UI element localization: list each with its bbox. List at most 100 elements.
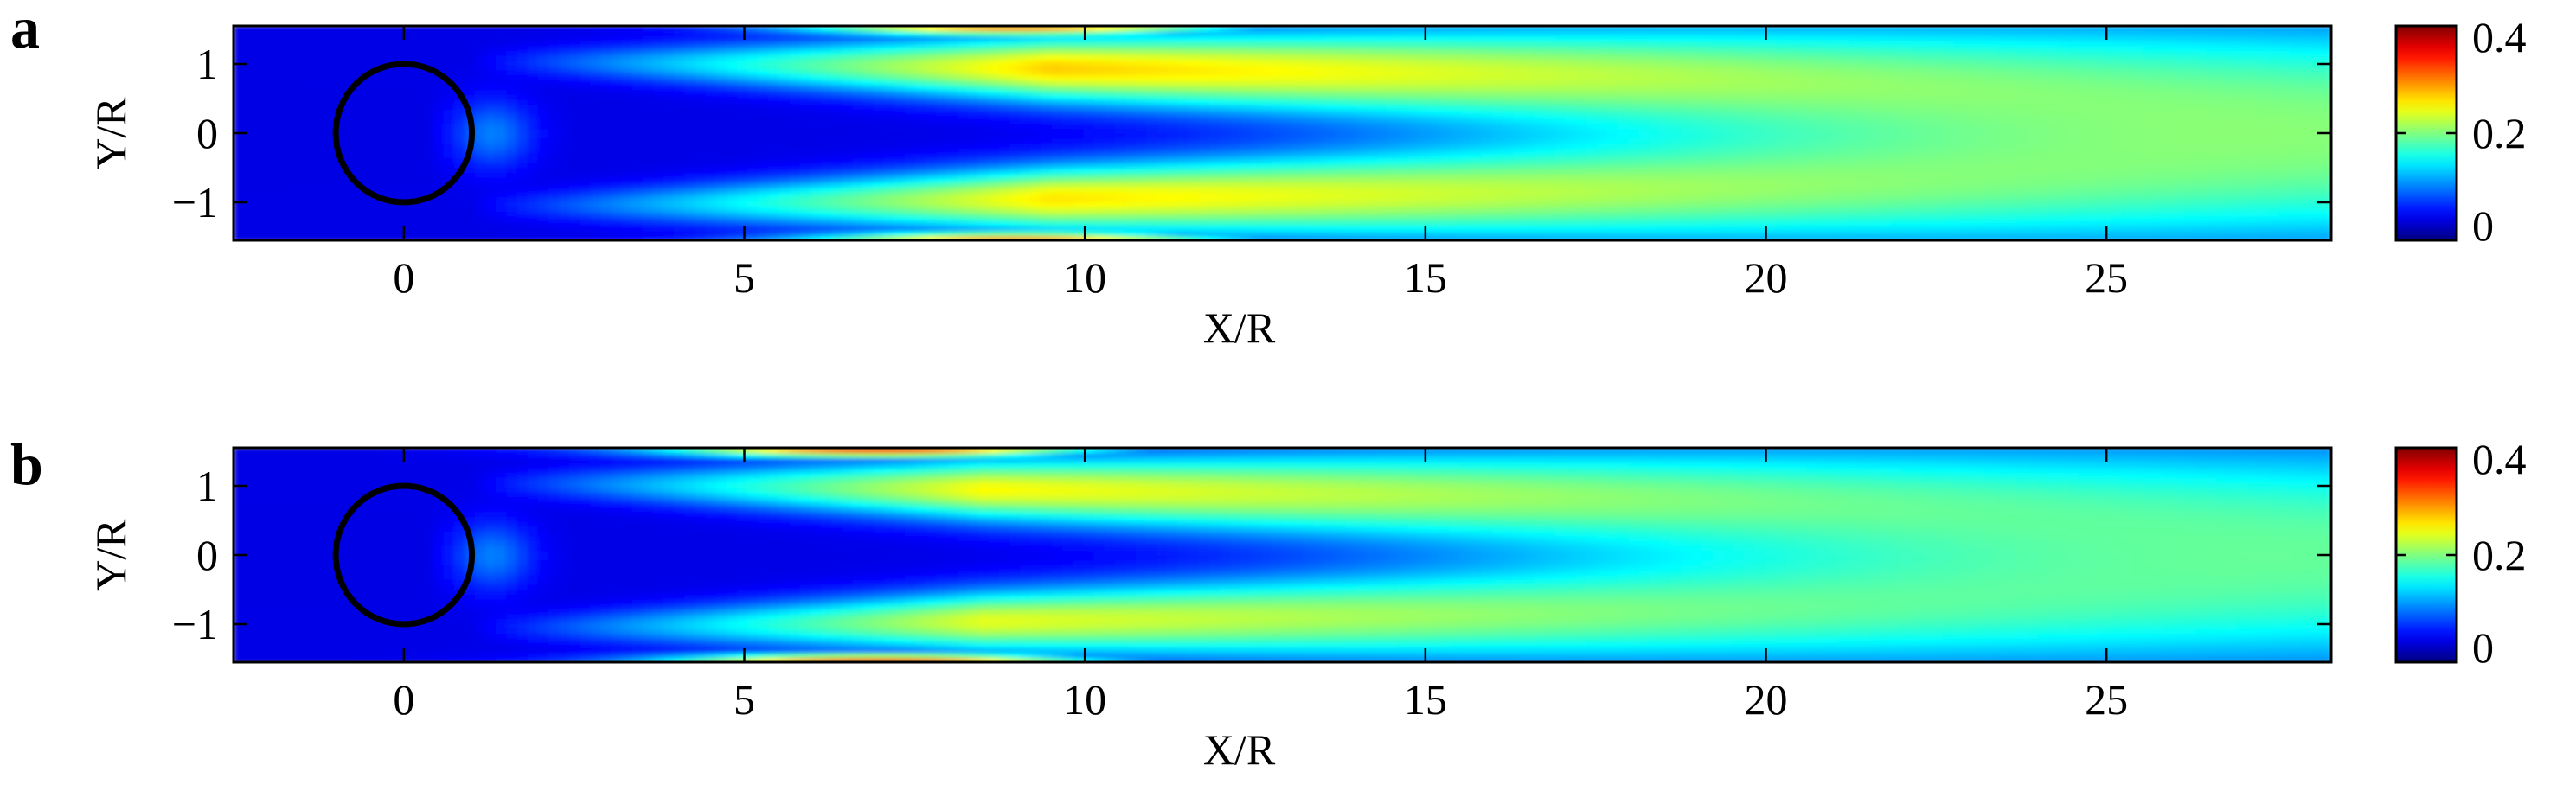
heatmap-cell — [883, 157, 895, 163]
heatmap-cell — [957, 69, 969, 76]
heatmap-cell — [1335, 74, 1347, 80]
heatmap-cell — [349, 147, 361, 154]
heatmap-cell — [401, 108, 413, 115]
heatmap-cell — [244, 143, 256, 149]
heatmap-cell — [569, 211, 580, 217]
heatmap-cell — [349, 54, 361, 61]
heatmap-cell — [674, 230, 686, 237]
heatmap-cell — [1345, 74, 1357, 80]
heatmap-cell — [485, 54, 497, 61]
heatmap-cell — [747, 196, 759, 202]
heatmap-cell — [558, 191, 570, 198]
heatmap-cell — [1030, 93, 1042, 100]
heatmap-cell — [527, 65, 539, 71]
heatmap-cell — [695, 196, 707, 202]
heatmap-cell — [642, 211, 654, 217]
heatmap-cell — [496, 176, 508, 183]
heatmap-cell — [1313, 220, 1325, 226]
heatmap-cell — [957, 80, 969, 86]
heatmap-cell — [926, 69, 938, 76]
heatmap-cell — [516, 206, 529, 212]
heatmap-cell — [1083, 128, 1095, 134]
heatmap-cell — [317, 26, 329, 32]
heatmap-cell — [328, 172, 340, 178]
heatmap-cell — [1093, 50, 1105, 56]
heatmap-cell — [1125, 108, 1137, 115]
heatmap-cell — [1324, 108, 1336, 115]
heatmap-cell — [569, 128, 580, 134]
heatmap-cell — [810, 215, 822, 222]
heatmap-cell — [328, 30, 340, 37]
heatmap-cell — [957, 157, 969, 163]
heatmap-cell — [600, 84, 612, 91]
heatmap-cell — [412, 220, 424, 226]
heatmap-cell — [412, 80, 424, 86]
heatmap-cell — [1198, 93, 1210, 100]
heatmap-cell — [905, 89, 916, 95]
heatmap-cell — [873, 74, 885, 80]
heatmap-cell — [1177, 137, 1189, 144]
heatmap-cell — [1335, 206, 1347, 212]
heatmap-cell — [558, 123, 570, 130]
heatmap-cell — [1083, 191, 1095, 198]
heatmap-cell — [915, 182, 927, 188]
heatmap-cell — [653, 133, 664, 139]
heatmap-cell — [412, 187, 424, 193]
heatmap-cell — [401, 226, 413, 232]
heatmap-cell — [349, 40, 361, 47]
heatmap-cell — [1376, 201, 1388, 207]
heatmap-cell — [1198, 123, 1210, 130]
heatmap-cell — [799, 80, 811, 86]
heatmap-cell — [1135, 54, 1147, 61]
heatmap-cell — [537, 162, 549, 169]
heatmap-cell — [1114, 211, 1126, 217]
heatmap-cell — [569, 152, 580, 158]
heatmap-cell — [1229, 80, 1241, 86]
heatmap-cell — [758, 104, 770, 110]
heatmap-cell — [275, 162, 287, 169]
heatmap-cell — [821, 206, 832, 212]
heatmap-cell — [894, 50, 906, 56]
heatmap-cell — [1292, 128, 1304, 134]
heatmap-cell — [1376, 137, 1388, 144]
heatmap-cell — [1345, 157, 1357, 163]
heatmap-cell — [1083, 104, 1095, 110]
heatmap-cell — [642, 152, 654, 158]
heatmap-cell — [1366, 84, 1378, 91]
heatmap-cell — [1324, 69, 1336, 76]
heatmap-cell — [485, 187, 497, 193]
heatmap-cell — [883, 206, 895, 212]
heatmap-cell — [1366, 69, 1378, 76]
heatmap-cell — [1061, 206, 1073, 212]
heatmap-cell — [674, 206, 686, 212]
heatmap-cell — [296, 162, 308, 169]
heatmap-cell — [359, 123, 371, 130]
heatmap-cell — [580, 206, 592, 212]
heatmap-cell — [285, 152, 298, 158]
heatmap-cell — [317, 89, 329, 95]
heatmap-cell — [705, 211, 717, 217]
heatmap-cell — [1324, 45, 1336, 51]
heatmap-cell — [1240, 35, 1252, 41]
heatmap-cell — [338, 60, 350, 66]
heatmap-cell — [611, 187, 623, 193]
heatmap-cell — [1229, 182, 1241, 188]
heatmap-cell — [926, 45, 938, 51]
heatmap-cell — [1020, 40, 1032, 47]
heatmap-cell — [989, 143, 1000, 149]
heatmap-cell — [653, 157, 664, 163]
heatmap-cell — [821, 182, 832, 188]
heatmap-cell — [412, 176, 424, 183]
heatmap-cell — [852, 113, 864, 119]
heatmap-cell — [862, 196, 875, 202]
heatmap-cell — [653, 30, 664, 37]
heatmap-cell — [915, 93, 927, 100]
heatmap-cell — [275, 152, 287, 158]
heatmap-cell — [1282, 113, 1294, 119]
heatmap-cell — [1104, 84, 1116, 91]
heatmap-cell — [359, 108, 371, 115]
heatmap-cell — [254, 230, 266, 237]
heatmap-cell — [296, 235, 308, 240]
heatmap-cell — [1198, 235, 1210, 240]
heatmap-cell — [1324, 143, 1336, 149]
